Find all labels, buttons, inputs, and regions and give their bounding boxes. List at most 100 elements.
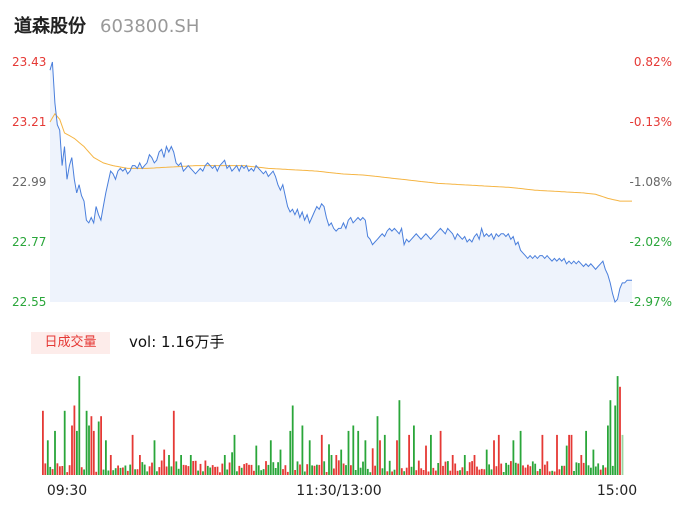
volume-bar — [420, 468, 423, 475]
volume-bar — [447, 461, 449, 475]
volume-bar — [95, 471, 98, 475]
volume-bar — [109, 455, 112, 475]
volume-bar — [192, 461, 195, 475]
volume-bar — [437, 463, 440, 475]
volume-bar — [156, 471, 158, 475]
volume-bar — [621, 434, 624, 475]
volume-bar — [548, 471, 551, 475]
volume-bar — [587, 465, 590, 475]
volume-bar — [160, 460, 163, 475]
volume-bar — [570, 434, 573, 475]
volume-bar — [68, 465, 71, 475]
percent-tick-label: -1.08% — [630, 175, 672, 189]
volume-bar — [573, 471, 575, 475]
volume-bar — [396, 440, 398, 475]
volume-bar — [337, 460, 340, 475]
volume-bar — [466, 471, 469, 475]
volume-bar — [616, 376, 619, 475]
volume-bar — [267, 464, 270, 475]
volume-bar — [473, 455, 476, 475]
volume-bar — [61, 466, 64, 475]
volume-bar — [129, 464, 132, 475]
volume-bar — [105, 440, 107, 475]
volume-bar — [279, 449, 282, 475]
volume-bar — [490, 469, 493, 475]
volume-bar — [216, 466, 219, 475]
volume-bar — [136, 469, 139, 475]
volume-bar — [73, 405, 76, 475]
volume-bar — [126, 470, 129, 475]
volume-bar — [163, 449, 166, 475]
volume-bar — [148, 466, 151, 475]
volume-bar — [221, 463, 224, 475]
price-line — [49, 61, 632, 303]
volume-bar — [430, 434, 432, 475]
volume-bar — [539, 468, 541, 475]
volume-bar — [422, 470, 425, 475]
volume-bar — [529, 466, 532, 475]
volume-bar — [42, 410, 44, 475]
volume-bar — [245, 463, 248, 475]
volume-bar — [594, 466, 597, 475]
volume-bar — [253, 470, 255, 475]
volume-bar — [299, 464, 301, 475]
volume-bar — [214, 466, 216, 475]
volume-bar — [54, 430, 56, 475]
volume-bar — [403, 471, 406, 475]
volume-bar — [408, 434, 410, 475]
volume-bar — [609, 400, 612, 475]
volume-bar — [379, 440, 381, 475]
volume-bar — [172, 410, 175, 475]
price-tick-label: 22.77 — [12, 235, 46, 249]
volume-bar — [311, 465, 313, 475]
volume-bar — [291, 405, 294, 475]
volume-bar — [76, 430, 78, 475]
volume-bar — [432, 467, 435, 475]
volume-bar — [185, 465, 187, 475]
volume-bar — [146, 471, 149, 475]
volume-bar — [544, 464, 546, 475]
volume-bar — [388, 460, 391, 475]
volume-bar — [119, 467, 122, 475]
volume-bar — [362, 461, 364, 475]
volume-bar — [194, 460, 197, 475]
stock-name: 道森股份 — [14, 16, 86, 37]
volume-bar — [359, 467, 362, 475]
volume-bar — [313, 465, 316, 475]
volume-bar — [371, 448, 374, 475]
volume-bar — [209, 467, 212, 475]
volume-bar — [350, 465, 352, 475]
volume-bar — [602, 465, 604, 475]
volume-bar — [231, 452, 233, 475]
volume-bar — [328, 444, 330, 475]
volume-bar — [485, 449, 488, 475]
volume-bar — [124, 465, 127, 475]
volume-bar — [80, 467, 83, 475]
volume-bar — [558, 469, 561, 475]
time-tick-label: 09:30 — [47, 483, 87, 499]
volume-bar — [427, 471, 430, 475]
volume-bar — [456, 470, 459, 475]
volume-bar — [131, 434, 134, 475]
volume-bar — [197, 470, 199, 475]
volume-bar — [439, 430, 442, 475]
volume-bars — [42, 376, 624, 475]
volume-bar — [577, 463, 580, 475]
volume-bar — [306, 464, 309, 475]
volume-bar — [286, 471, 289, 475]
volume-bar — [534, 463, 537, 475]
volume-bar — [340, 449, 343, 475]
volume-bar — [582, 462, 585, 475]
volume-bar — [289, 430, 292, 475]
volume-bar — [316, 464, 318, 475]
percent-axis-labels: 0.82% -0.13% -1.08% -2.02% -2.97% — [630, 55, 672, 309]
volume-bar — [413, 425, 415, 475]
volume-bar — [478, 469, 481, 475]
volume-bar — [514, 462, 517, 475]
volume-bar — [78, 376, 81, 475]
volume-bar — [59, 466, 61, 475]
volume-bar — [463, 455, 466, 475]
volume-chart: 09:30 11:30/13:00 15:00 — [42, 376, 637, 499]
volume-bar — [269, 440, 272, 475]
volume-bar — [553, 471, 556, 475]
